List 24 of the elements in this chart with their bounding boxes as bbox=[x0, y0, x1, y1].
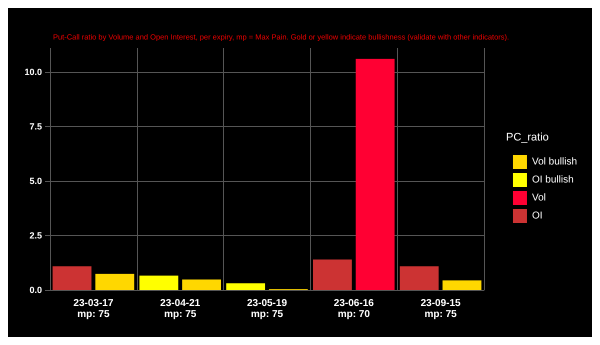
legend-label: OI bullish bbox=[532, 174, 574, 186]
bar bbox=[400, 266, 439, 290]
bar bbox=[313, 259, 352, 290]
bar bbox=[95, 274, 134, 290]
bar bbox=[139, 276, 178, 290]
x-tick-label: 23-03-17 mp: 75 bbox=[73, 298, 114, 320]
y-tick-label: 2.5 bbox=[29, 230, 42, 240]
bar bbox=[442, 280, 482, 290]
x-tick-label: 23-04-21 mp: 75 bbox=[160, 298, 201, 320]
legend-title: PC_ratio bbox=[506, 132, 549, 144]
y-tick-label: 5.0 bbox=[29, 176, 42, 186]
x-tick-label: 23-05-19 mp: 75 bbox=[246, 298, 288, 320]
bar bbox=[226, 283, 266, 290]
y-tick-label: 10.0 bbox=[24, 66, 42, 77]
y-tick-label: 7.5 bbox=[29, 121, 42, 132]
x-tick-label: 23-06-16 mp: 70 bbox=[334, 298, 374, 320]
legend-label: OI bbox=[532, 210, 543, 222]
bar bbox=[52, 266, 92, 290]
bar bbox=[356, 58, 395, 290]
y-tick-label: 0.0 bbox=[29, 285, 42, 295]
bar bbox=[182, 280, 221, 290]
x-tick-label: 23-09-15 mp: 75 bbox=[420, 298, 462, 320]
legend-label: Vol bullish bbox=[532, 156, 577, 168]
legend-label: Vol bbox=[532, 192, 546, 204]
